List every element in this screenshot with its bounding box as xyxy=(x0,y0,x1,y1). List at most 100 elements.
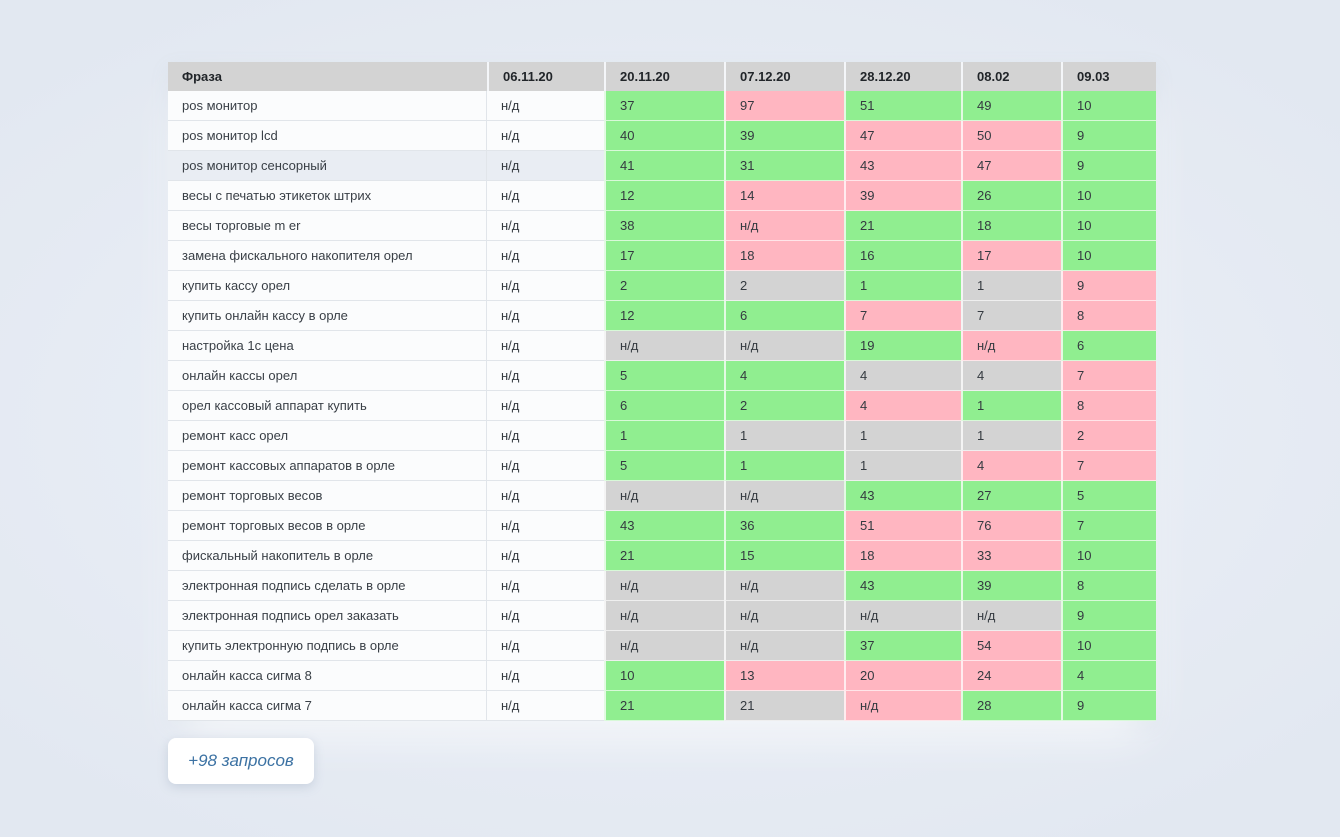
position-cell: н/д xyxy=(724,631,844,661)
phrase-cell: ремонт кассовых аппаратов в орле xyxy=(168,451,487,481)
table-body: pos монитор н/д 37 97 51 49 10 pos монитор lcd н… xyxy=(168,91,1156,721)
table-row[interactable]: весы с печатью этикеток штрих н/д 12 14 39 26… xyxy=(168,181,1156,211)
position-cell: 16 xyxy=(844,241,961,271)
position-cell: 1 xyxy=(604,421,724,451)
position-cell: 19 xyxy=(844,331,961,361)
column-header-date: 28.12.20 xyxy=(844,62,961,91)
position-cell: н/д xyxy=(604,631,724,661)
table-row[interactable]: pos монитор lcd н/д 40 39 47 50 9 xyxy=(168,121,1156,151)
table-row[interactable]: pos монитор сенсорный н/д 41 31 43 47 9 xyxy=(168,151,1156,181)
position-cell: 18 xyxy=(961,211,1061,241)
position-cell: 6 xyxy=(1061,331,1156,361)
position-cell: 1 xyxy=(961,421,1061,451)
position-cell: 7 xyxy=(844,301,961,331)
table-row[interactable]: купить онлайн кассу в орле н/д 12 6 7 7 8 xyxy=(168,301,1156,331)
table-row[interactable]: онлайн касса сигма 7 н/д 21 21 н/д 28 9 xyxy=(168,691,1156,721)
position-cell: 1 xyxy=(724,451,844,481)
position-cell: 43 xyxy=(844,481,961,511)
position-cell: 4 xyxy=(724,361,844,391)
keyword-positions-table-container: Фраза 06.11.20 20.11.20 07.12.20 28.12.20 08.… xyxy=(168,62,1156,721)
position-cell: 49 xyxy=(961,91,1061,121)
phrase-cell: замена фискального накопителя орел xyxy=(168,241,487,271)
position-cell: 43 xyxy=(844,151,961,181)
phrase-cell: ремонт касс орел xyxy=(168,421,487,451)
position-cell: 15 xyxy=(724,541,844,571)
position-cell: 9 xyxy=(1061,691,1156,721)
table-row[interactable]: замена фискального накопителя орел н/д 17 1… xyxy=(168,241,1156,271)
position-cell: н/д xyxy=(487,241,604,271)
phrase-cell: настройка 1с цена xyxy=(168,331,487,361)
phrase-cell: весы с печатью этикеток штрих xyxy=(168,181,487,211)
position-cell: 39 xyxy=(961,571,1061,601)
show-more-queries-button[interactable]: +98 запросов xyxy=(168,738,314,784)
table-row[interactable]: электронная подпись сделать в орле н/д н/д… xyxy=(168,571,1156,601)
table-row[interactable]: орел кассовый аппарат купить н/д 6 2 4 1 8 xyxy=(168,391,1156,421)
table-row[interactable]: ремонт кассовых аппаратов в орле н/д 5 1 1 4 7 xyxy=(168,451,1156,481)
table-row[interactable]: купить электронную подпись в орле н/д н/д н… xyxy=(168,631,1156,661)
position-cell: н/д xyxy=(604,331,724,361)
phrase-cell: pos монитор xyxy=(168,91,487,121)
position-cell: 47 xyxy=(844,121,961,151)
position-cell: 5 xyxy=(604,451,724,481)
position-cell: н/д xyxy=(604,601,724,631)
position-cell: 28 xyxy=(961,691,1061,721)
column-header-date: 09.03 xyxy=(1061,62,1156,91)
position-cell: 10 xyxy=(1061,541,1156,571)
position-cell: н/д xyxy=(487,211,604,241)
column-header-date: 07.12.20 xyxy=(724,62,844,91)
position-cell: н/д xyxy=(487,271,604,301)
table-row[interactable]: онлайн кассы орел н/д 5 4 4 4 7 xyxy=(168,361,1156,391)
table-row[interactable]: pos монитор н/д 37 97 51 49 10 xyxy=(168,91,1156,121)
position-cell: н/д xyxy=(487,121,604,151)
position-cell: 43 xyxy=(844,571,961,601)
position-cell: 5 xyxy=(604,361,724,391)
table-row[interactable]: ремонт касс орел н/д 1 1 1 1 2 xyxy=(168,421,1156,451)
position-cell: 10 xyxy=(604,661,724,691)
position-cell: 8 xyxy=(1061,301,1156,331)
position-cell: 8 xyxy=(1061,391,1156,421)
position-cell: 21 xyxy=(604,691,724,721)
position-cell: 8 xyxy=(1061,571,1156,601)
table-row[interactable]: весы торговые m er н/д 38 н/д 21 18 10 xyxy=(168,211,1156,241)
position-cell: 5 xyxy=(1061,481,1156,511)
position-cell: н/д xyxy=(487,571,604,601)
position-cell: н/д xyxy=(487,361,604,391)
position-cell: 39 xyxy=(844,181,961,211)
position-cell: 6 xyxy=(604,391,724,421)
position-cell: 47 xyxy=(961,151,1061,181)
position-cell: 1 xyxy=(844,451,961,481)
table-row[interactable]: фискальный накопитель в орле н/д 21 15 18 33 1… xyxy=(168,541,1156,571)
position-cell: н/д xyxy=(724,481,844,511)
table-row[interactable]: электронная подпись орел заказать н/д н/д н… xyxy=(168,601,1156,631)
phrase-cell: pos монитор сенсорный xyxy=(168,151,487,181)
position-cell: 2 xyxy=(724,271,844,301)
position-cell: 9 xyxy=(1061,601,1156,631)
table-row[interactable]: настройка 1с цена н/д н/д н/д 19 н/д 6 xyxy=(168,331,1156,361)
position-cell: 1 xyxy=(961,271,1061,301)
position-cell: 17 xyxy=(961,241,1061,271)
position-cell: 4 xyxy=(961,451,1061,481)
position-cell: 41 xyxy=(604,151,724,181)
position-cell: н/д xyxy=(961,601,1061,631)
position-cell: н/д xyxy=(604,571,724,601)
phrase-cell: купить кассу орел xyxy=(168,271,487,301)
position-cell: 4 xyxy=(1061,661,1156,691)
table-row[interactable]: ремонт торговых весов н/д н/д н/д 43 27 5 xyxy=(168,481,1156,511)
position-cell: 39 xyxy=(724,121,844,151)
position-cell: 7 xyxy=(1061,451,1156,481)
position-cell: н/д xyxy=(487,481,604,511)
phrase-cell: pos монитор lcd xyxy=(168,121,487,151)
phrase-cell: купить онлайн кассу в орле xyxy=(168,301,487,331)
position-cell: н/д xyxy=(487,181,604,211)
column-header-date: 20.11.20 xyxy=(604,62,724,91)
table-row[interactable]: ремонт торговых весов в орле н/д 43 36 51 76 7 xyxy=(168,511,1156,541)
table-row[interactable]: купить кассу орел н/д 2 2 1 1 9 xyxy=(168,271,1156,301)
position-cell: 21 xyxy=(604,541,724,571)
position-cell: 2 xyxy=(1061,421,1156,451)
position-cell: 36 xyxy=(724,511,844,541)
position-cell: н/д xyxy=(724,331,844,361)
phrase-cell: купить электронную подпись в орле xyxy=(168,631,487,661)
position-cell: н/д xyxy=(487,451,604,481)
position-cell: 7 xyxy=(961,301,1061,331)
table-row[interactable]: онлайн касса сигма 8 н/д 10 13 20 24 4 xyxy=(168,661,1156,691)
